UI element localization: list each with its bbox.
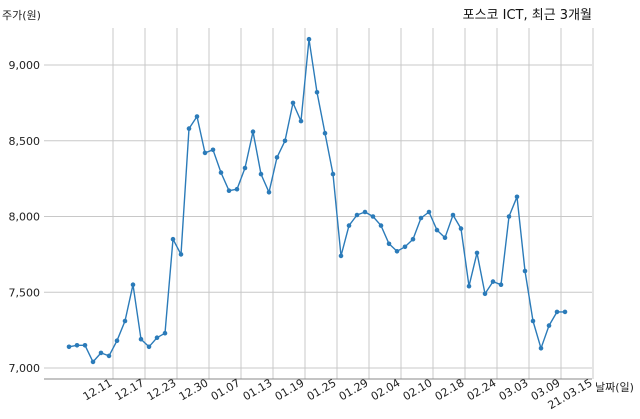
data-point bbox=[298, 118, 304, 124]
data-point bbox=[362, 209, 368, 215]
data-point bbox=[66, 344, 72, 350]
data-point bbox=[74, 343, 80, 348]
data-point bbox=[338, 253, 344, 259]
y-tick-label: 8,500 bbox=[9, 135, 41, 148]
x-tick-label: 12.23 bbox=[145, 376, 179, 403]
data-point bbox=[130, 282, 136, 288]
data-point bbox=[202, 150, 208, 156]
data-point bbox=[410, 236, 416, 242]
y-tick-label: 9,000 bbox=[9, 59, 41, 72]
chart-title: 포스코 ICT, 최근 3개월 bbox=[463, 8, 592, 23]
data-point bbox=[306, 36, 312, 42]
x-tick-label: 01.07 bbox=[209, 376, 243, 403]
data-point bbox=[250, 129, 256, 134]
x-tick-label: 12.30 bbox=[177, 376, 211, 403]
data-point bbox=[506, 214, 512, 219]
data-point bbox=[418, 215, 424, 221]
x-tick-label: 03.03 bbox=[497, 376, 531, 403]
data-point bbox=[354, 212, 360, 218]
data-point bbox=[210, 147, 216, 153]
y-tick-label: 7,000 bbox=[9, 362, 41, 375]
data-point bbox=[258, 171, 264, 177]
data-point bbox=[138, 336, 144, 342]
data-point bbox=[90, 359, 96, 365]
data-point bbox=[154, 335, 160, 341]
y-axis-label: 주가(원) bbox=[2, 9, 41, 22]
data-point bbox=[458, 226, 464, 231]
y-tick-label: 7,500 bbox=[9, 286, 41, 299]
data-point bbox=[162, 330, 168, 336]
x-tick-label: 01.29 bbox=[337, 376, 371, 403]
data-point bbox=[194, 114, 200, 119]
data-point bbox=[426, 209, 432, 215]
data-point bbox=[322, 130, 328, 136]
data-point bbox=[522, 268, 528, 274]
data-point bbox=[402, 244, 408, 250]
data-point bbox=[466, 283, 472, 289]
series-layer bbox=[66, 36, 568, 365]
data-point bbox=[370, 214, 376, 219]
data-point bbox=[530, 318, 536, 324]
data-point bbox=[114, 338, 120, 344]
data-point bbox=[218, 170, 224, 175]
x-tick-label: 01.19 bbox=[273, 376, 307, 403]
data-point bbox=[98, 350, 104, 356]
x-tick-label: 02.24 bbox=[465, 376, 499, 403]
data-point bbox=[314, 90, 320, 95]
x-tick-label: 12.11 bbox=[81, 376, 115, 403]
data-point bbox=[554, 309, 560, 315]
data-point bbox=[290, 100, 296, 106]
data-point bbox=[514, 194, 520, 200]
data-point bbox=[178, 252, 184, 257]
data-point bbox=[562, 309, 568, 315]
data-point bbox=[538, 346, 544, 351]
data-point bbox=[122, 318, 128, 324]
data-point bbox=[442, 235, 448, 240]
data-point bbox=[450, 212, 456, 218]
x-tick-label: 02.18 bbox=[433, 376, 467, 403]
data-point bbox=[546, 323, 552, 328]
data-point bbox=[82, 343, 88, 348]
x-tick-label: 02.10 bbox=[401, 376, 435, 403]
x-tick-label: 01.25 bbox=[305, 376, 339, 403]
data-point bbox=[274, 155, 280, 160]
x-tick-label: 12.17 bbox=[113, 376, 147, 403]
data-point bbox=[378, 223, 384, 228]
data-point bbox=[346, 223, 352, 228]
data-point bbox=[226, 188, 232, 193]
data-point bbox=[186, 126, 192, 131]
x-axis-label: 날짜(일) bbox=[595, 380, 634, 394]
data-point bbox=[242, 165, 248, 171]
y-tick-label: 8,000 bbox=[9, 211, 41, 224]
data-point bbox=[106, 353, 112, 359]
data-point bbox=[482, 291, 488, 297]
data-point bbox=[474, 250, 480, 256]
data-point bbox=[146, 344, 152, 350]
data-point bbox=[282, 138, 288, 144]
data-point bbox=[234, 186, 240, 192]
data-point bbox=[498, 282, 504, 288]
data-point bbox=[394, 249, 400, 254]
data-point bbox=[434, 227, 440, 233]
data-point bbox=[490, 279, 496, 284]
data-point bbox=[170, 236, 176, 242]
data-point bbox=[386, 241, 392, 247]
data-point bbox=[330, 171, 336, 177]
x-tick-label: 01.13 bbox=[241, 376, 275, 403]
grid bbox=[44, 28, 594, 380]
x-tick-label: 02.04 bbox=[369, 376, 403, 403]
series-line bbox=[68, 38, 565, 363]
data-point bbox=[266, 190, 272, 195]
